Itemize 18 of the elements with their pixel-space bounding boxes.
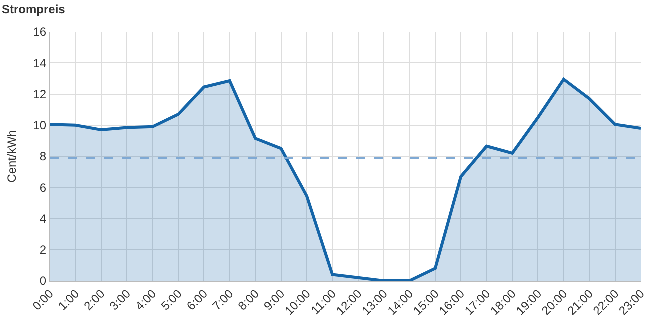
y-tick-label: 14 xyxy=(33,56,47,70)
x-tick-label: 0:00 xyxy=(30,286,57,314)
y-tick-label: 6 xyxy=(40,180,47,195)
y-tick-label: 10 xyxy=(33,118,47,133)
y-tick-label: 4 xyxy=(40,212,47,226)
chart-title: Strompreis xyxy=(2,2,66,16)
x-tick-label: 5:00 xyxy=(158,286,186,314)
y-tick-label: 0 xyxy=(40,274,47,288)
y-tick-label: 8 xyxy=(40,150,47,164)
y-axis-title: Cent/kWh xyxy=(5,130,19,183)
y-tick-label: 16 xyxy=(33,25,47,40)
y-tick-label: 12 xyxy=(33,87,47,102)
x-tick-label: 6:00 xyxy=(184,286,211,314)
x-tick-label: 7:00 xyxy=(210,286,236,314)
x-tick-label: 4:00 xyxy=(132,286,160,314)
x-tick-label: 3:00 xyxy=(107,286,134,314)
y-tick-label: 2 xyxy=(40,243,47,258)
x-tick-label: 8:00 xyxy=(236,286,262,314)
